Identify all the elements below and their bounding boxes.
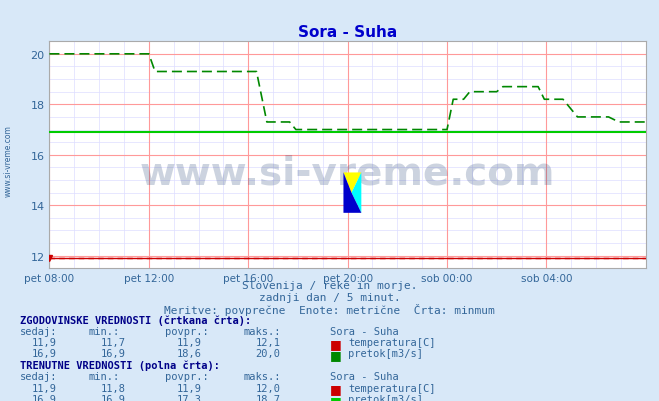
- Text: temperatura[C]: temperatura[C]: [348, 337, 436, 347]
- Text: temperatura[C]: temperatura[C]: [348, 383, 436, 393]
- Text: 11,7: 11,7: [101, 337, 126, 347]
- Text: pretok[m3/s]: pretok[m3/s]: [348, 394, 423, 401]
- Text: 16,9: 16,9: [101, 348, 126, 358]
- Text: ■: ■: [330, 337, 341, 350]
- Text: maks.:: maks.:: [244, 371, 281, 381]
- Text: 18,6: 18,6: [177, 348, 202, 358]
- Text: sedaj:: sedaj:: [20, 371, 57, 381]
- Text: min.:: min.:: [89, 371, 120, 381]
- Text: 12,0: 12,0: [256, 383, 281, 393]
- Text: Slovenija / reke in morje.: Slovenija / reke in morje.: [242, 281, 417, 291]
- Text: povpr.:: povpr.:: [165, 371, 208, 381]
- Text: 20,0: 20,0: [256, 348, 281, 358]
- Text: 11,9: 11,9: [177, 383, 202, 393]
- Polygon shape: [351, 173, 361, 213]
- Text: 11,9: 11,9: [177, 337, 202, 347]
- Text: maks.:: maks.:: [244, 326, 281, 336]
- Text: 12,1: 12,1: [256, 337, 281, 347]
- Title: Sora - Suha: Sora - Suha: [298, 24, 397, 40]
- Text: Sora - Suha: Sora - Suha: [330, 371, 398, 381]
- Text: ■: ■: [330, 348, 341, 361]
- Text: min.:: min.:: [89, 326, 120, 336]
- Text: TRENUTNE VREDNOSTI (polna črta):: TRENUTNE VREDNOSTI (polna črta):: [20, 360, 219, 371]
- Text: ZGODOVINSKE VREDNOSTI (črtkana črta):: ZGODOVINSKE VREDNOSTI (črtkana črta):: [20, 315, 251, 325]
- Text: 17,3: 17,3: [177, 394, 202, 401]
- Text: www.si-vreme.com: www.si-vreme.com: [3, 125, 13, 196]
- Polygon shape: [343, 173, 361, 213]
- Text: 18,7: 18,7: [256, 394, 281, 401]
- Text: zadnji dan / 5 minut.: zadnji dan / 5 minut.: [258, 292, 401, 302]
- Text: 16,9: 16,9: [101, 394, 126, 401]
- Text: 11,9: 11,9: [32, 337, 57, 347]
- Polygon shape: [343, 173, 361, 193]
- Text: sedaj:: sedaj:: [20, 326, 57, 336]
- Text: povpr.:: povpr.:: [165, 326, 208, 336]
- Text: Meritve: povprečne  Enote: metrične  Črta: minmum: Meritve: povprečne Enote: metrične Črta:…: [164, 303, 495, 315]
- Text: pretok[m3/s]: pretok[m3/s]: [348, 348, 423, 358]
- Text: 16,9: 16,9: [32, 394, 57, 401]
- Text: 11,9: 11,9: [32, 383, 57, 393]
- Text: www.si-vreme.com: www.si-vreme.com: [140, 154, 556, 192]
- Text: Sora - Suha: Sora - Suha: [330, 326, 398, 336]
- Text: 11,8: 11,8: [101, 383, 126, 393]
- Text: ■: ■: [330, 383, 341, 395]
- Text: 16,9: 16,9: [32, 348, 57, 358]
- Text: ■: ■: [330, 394, 341, 401]
